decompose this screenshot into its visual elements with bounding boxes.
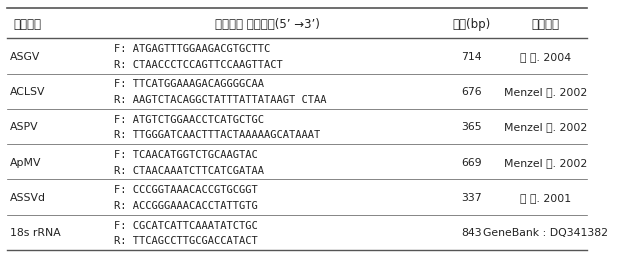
Text: ASSVd: ASSVd bbox=[11, 192, 46, 202]
Text: F: ATGTCTGGAACCTCATGCTGC: F: ATGTCTGGAACCTCATGCTGC bbox=[114, 114, 264, 124]
Text: ASGV: ASGV bbox=[11, 52, 41, 62]
Text: ACLSV: ACLSV bbox=[11, 87, 46, 97]
Text: 프라이머 염기서열(5’ →3’): 프라이머 염기서열(5’ →3’) bbox=[215, 18, 320, 30]
Text: 714: 714 bbox=[461, 52, 481, 62]
Text: R: TTGGGATCAACTTTACTAAAAAGCATAAAT: R: TTGGGATCAACTTTACTAAAAAGCATAAAT bbox=[114, 130, 320, 140]
Text: R: ACCGGGAAACACCTATTGTG: R: ACCGGGAAACACCTATTGTG bbox=[114, 200, 258, 210]
Text: ASPV: ASPV bbox=[11, 122, 39, 132]
Text: 365: 365 bbox=[461, 122, 481, 132]
Text: F: TTCATGGAAAGACAGGGGCAA: F: TTCATGGAAAGACAGGGGCAA bbox=[114, 79, 264, 89]
Text: Menzel 등. 2002: Menzel 등. 2002 bbox=[504, 157, 586, 167]
Text: 참고문헌: 참고문헌 bbox=[531, 18, 559, 30]
Text: R: CTAACAAATCTTCATCGATAA: R: CTAACAAATCTTCATCGATAA bbox=[114, 165, 264, 175]
Text: Menzel 등. 2002: Menzel 등. 2002 bbox=[504, 122, 586, 132]
Text: 이 등. 2001: 이 등. 2001 bbox=[520, 192, 570, 202]
Text: Menzel 등. 2002: Menzel 등. 2002 bbox=[504, 87, 586, 97]
Text: 심 등. 2004: 심 등. 2004 bbox=[520, 52, 570, 62]
Text: 크기(bp): 크기(bp) bbox=[452, 18, 491, 30]
Text: 843: 843 bbox=[461, 228, 481, 237]
Text: 669: 669 bbox=[461, 157, 481, 167]
Text: F: CGCATCATTCAAATATCTGC: F: CGCATCATTCAAATATCTGC bbox=[114, 220, 258, 230]
Text: R: TTCAGCCTTGCGACCATACT: R: TTCAGCCTTGCGACCATACT bbox=[114, 235, 258, 245]
Text: F: CCCGGTAAACACCGTGCGGT: F: CCCGGTAAACACCGTGCGGT bbox=[114, 185, 258, 195]
Text: R: CTAACCCTCCAGTTCCAAGTTACT: R: CTAACCCTCCAGTTCCAAGTTACT bbox=[114, 59, 282, 69]
Text: 337: 337 bbox=[461, 192, 481, 202]
Text: ApMV: ApMV bbox=[11, 157, 42, 167]
Text: GeneBank : DQ341382: GeneBank : DQ341382 bbox=[483, 228, 607, 237]
Text: 676: 676 bbox=[461, 87, 481, 97]
Text: F: TCAACATGGTCTGCAAGTAC: F: TCAACATGGTCTGCAAGTAC bbox=[114, 149, 258, 160]
Text: 바이러스: 바이러스 bbox=[13, 18, 41, 30]
Text: R: AAGTCTACAGGCTATTTATTATAAGT CTAA: R: AAGTCTACAGGCTATTTATTATAAGT CTAA bbox=[114, 94, 326, 105]
Text: 18s rRNA: 18s rRNA bbox=[11, 228, 61, 237]
Text: F: ATGAGTTTGGAAGACGTGCTTC: F: ATGAGTTTGGAAGACGTGCTTC bbox=[114, 44, 270, 54]
